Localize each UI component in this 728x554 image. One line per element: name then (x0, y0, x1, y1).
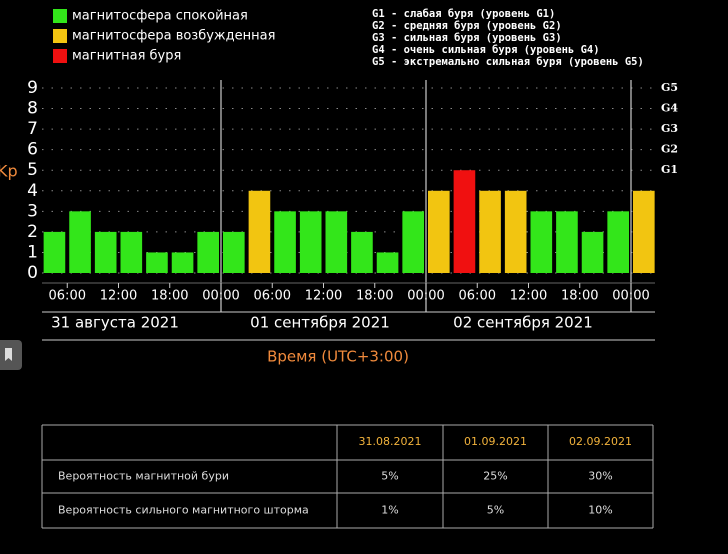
y-tick-label: 6 (27, 140, 38, 160)
x-tick-label: 06:00 (254, 289, 291, 304)
y-tick-label: 9 (27, 78, 38, 98)
table-cell: Вероятность магнитной бури (58, 470, 229, 483)
bar (479, 190, 501, 273)
bar (43, 231, 66, 273)
x-tick-label: 18:00 (561, 289, 598, 304)
bar (299, 211, 322, 273)
legend-label: магнитосфера спокойная (72, 9, 248, 24)
bar (197, 231, 219, 273)
bar (351, 231, 373, 273)
date-label: 01 сентября 2021 (250, 314, 390, 332)
bar (402, 211, 424, 273)
scale-note: G5 - экстремально сильная буря (уровень … (372, 56, 644, 68)
x-tick-label: 06:00 (459, 289, 496, 304)
y-tick-label: 4 (27, 181, 38, 201)
y-tick-label: 0 (27, 263, 38, 283)
bar (376, 252, 399, 273)
table-header: 02.09.2021 (569, 435, 632, 448)
bar (248, 190, 271, 273)
x-tick-label: 12:00 (510, 289, 547, 304)
bar (581, 231, 604, 273)
bar (171, 252, 194, 273)
y2-tick-label: G4 (661, 102, 678, 115)
table-cell: Вероятность сильного магнитного шторма (58, 504, 309, 517)
legend-label: магнитная буря (72, 49, 181, 64)
date-label: 31 августа 2021 (51, 314, 179, 332)
legend-swatch (53, 9, 67, 23)
y-tick-label: 8 (27, 99, 38, 119)
y-tick-label: 3 (27, 201, 38, 221)
bar (120, 231, 143, 273)
bar (428, 190, 450, 273)
x-tick-label: 12:00 (100, 289, 137, 304)
table-cell: 25% (483, 470, 507, 483)
x-tick-label: 06:00 (49, 289, 86, 304)
bar (146, 252, 168, 273)
legend-swatch (53, 29, 67, 43)
x-tick-label: 00:00 (612, 289, 649, 304)
x-axis-label: Время (UTC+3:00) (267, 348, 409, 366)
bar (607, 211, 629, 273)
table-cell: 10% (588, 504, 612, 517)
table-cell: 5% (381, 470, 398, 483)
y-tick-label: 2 (27, 222, 38, 242)
bar (274, 211, 296, 273)
bar (325, 211, 348, 273)
y2-tick-label: G3 (661, 122, 678, 135)
table-cell: 30% (588, 470, 612, 483)
date-label: 02 сентября 2021 (453, 314, 593, 332)
bar (504, 190, 527, 273)
scale-note: G4 - очень сильная буря (уровень G4) (372, 44, 600, 56)
y-axis-label: Kp (0, 162, 18, 181)
y2-tick-label: G5 (661, 81, 678, 94)
y-tick-label: 1 (27, 242, 38, 262)
x-tick-label: 18:00 (356, 289, 393, 304)
legend-swatch (53, 49, 67, 63)
scale-note: G3 - сильная буря (уровень G3) (372, 32, 562, 44)
y2-tick-label: G2 (661, 143, 678, 156)
bar (223, 231, 245, 273)
scale-note: G2 - средняя буря (уровень G2) (372, 20, 562, 32)
bookmark-icon (5, 348, 12, 361)
bar (530, 211, 553, 273)
bar (69, 211, 91, 273)
x-tick-label: 00:00 (407, 289, 444, 304)
table-cell: 5% (487, 504, 504, 517)
table-header: 31.08.2021 (359, 435, 422, 448)
scale-note: G1 - слабая буря (уровень G1) (372, 8, 555, 20)
legend-label: магнитосфера возбужденная (72, 29, 275, 44)
table-header: 01.09.2021 (464, 435, 527, 448)
y-tick-label: 7 (27, 119, 38, 139)
bar (633, 190, 655, 273)
y-tick-label: 5 (27, 160, 38, 180)
bar (453, 170, 476, 273)
x-tick-label: 12:00 (305, 289, 342, 304)
x-tick-label: 18:00 (151, 289, 188, 304)
x-tick-label: 00:00 (202, 289, 239, 304)
table-cell: 1% (381, 504, 398, 517)
bar (94, 231, 117, 273)
y2-tick-label: G1 (661, 163, 678, 176)
bar (556, 211, 578, 273)
